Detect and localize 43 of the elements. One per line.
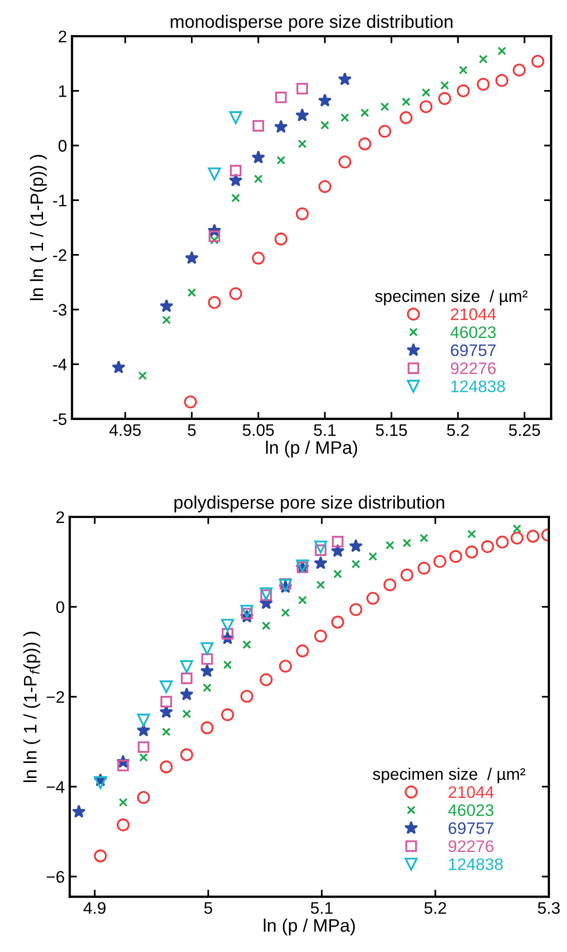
x-tick-label: 5.05 [242, 424, 274, 436]
y-tick-label: -4 [53, 358, 67, 370]
legend-title: specimen size / µm² [372, 768, 526, 784]
x-axis-title: ln (p / MPa) [264, 918, 355, 936]
y-tick-label: -1 [53, 194, 66, 206]
y-tick-label: 2 [58, 30, 66, 42]
x-axis-title: ln (p / MPa) [266, 440, 358, 458]
y-tick-label: 0 [58, 140, 66, 152]
x-tick-label: 4.9 [84, 902, 106, 914]
chart-title: monodisperse pore size distribution [170, 14, 452, 32]
y-tick-label: -3 [53, 304, 66, 316]
y-axis-title: ln ln ( 1 / (1-P(p)) ) [30, 154, 47, 300]
x-tick-label: 5.2 [447, 424, 469, 436]
y-tick-label: -2 [53, 249, 66, 261]
legend-label: 92276 [450, 362, 496, 374]
x-tick-label: 5 [188, 424, 196, 436]
legend-label: 21044 [450, 308, 496, 320]
chart-title: polydisperse pore size distribution [174, 496, 444, 512]
y-tick-label: −2 [46, 691, 64, 703]
legend-label: 46023 [450, 326, 496, 338]
x-tick-label: 5.25 [508, 424, 540, 436]
legend-label: 124838 [451, 380, 505, 392]
x-tick-label: 5.1 [314, 424, 336, 436]
y-tick-label: 0 [56, 601, 64, 614]
x-tick-label: 5 [204, 902, 212, 914]
y-tick-label: 2 [56, 511, 64, 523]
x-tick-label: 5.15 [376, 424, 407, 436]
x-tick-label: 5.1 [310, 902, 333, 914]
y-tick-label: 1 [59, 85, 66, 97]
x-tick-label: 5.3 [538, 902, 560, 914]
y-tick-label: −6 [46, 870, 64, 883]
x-tick-label: 5.2 [424, 902, 446, 914]
legend-label: 69757 [450, 344, 496, 356]
legend-label: 124838 [449, 858, 503, 870]
x-tick-label: 4.95 [109, 424, 141, 436]
y-tick-label: -5 [53, 413, 66, 426]
y-axis-title: ln ln ( 1 / (1-P$_{f}$(p)) ) [23, 632, 40, 782]
legend-label: 69757 [448, 822, 494, 834]
y-tick-label: −4 [46, 781, 64, 793]
legend-label: 46023 [448, 804, 494, 816]
legend-label: 92276 [448, 840, 494, 852]
legend-title: specimen size / µm² [375, 290, 528, 306]
legend-label: 21044 [448, 786, 494, 798]
